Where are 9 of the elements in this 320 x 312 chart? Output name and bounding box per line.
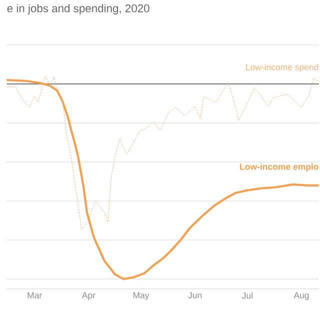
x-tick-label: Jul [242,292,252,299]
series-label: Low-income spend [246,64,318,72]
x-tick-label: Apr [82,292,96,300]
x-tick-label: Jun [188,292,202,298]
x-tick-label: Mar [28,292,42,298]
series-label: Low-income emplo [240,163,318,172]
x-tick-label: Aug [294,292,309,300]
x-tick-label: May [133,292,150,300]
chart-title: e in jobs and spending, 2020 [7,4,150,14]
